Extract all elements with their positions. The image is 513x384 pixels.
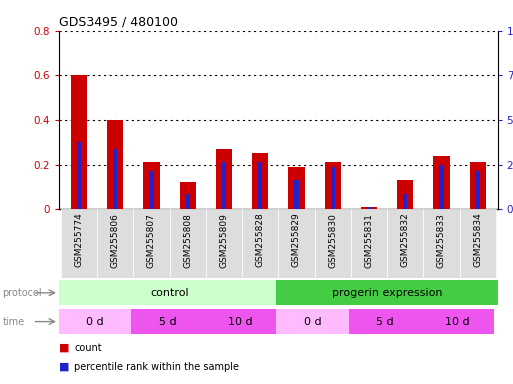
Bar bbox=[204, 309, 277, 334]
Bar bbox=[288, 167, 305, 209]
Bar bbox=[294, 180, 299, 209]
Bar bbox=[278, 209, 314, 278]
Bar bbox=[131, 309, 204, 334]
Text: count: count bbox=[74, 343, 102, 353]
Bar bbox=[351, 209, 387, 278]
Text: protocol: protocol bbox=[3, 288, 42, 298]
Bar bbox=[397, 180, 413, 209]
Bar bbox=[258, 162, 262, 209]
Bar bbox=[314, 209, 351, 278]
Bar bbox=[367, 207, 371, 209]
Text: GSM255828: GSM255828 bbox=[255, 213, 265, 268]
Text: GDS3495 / 480100: GDS3495 / 480100 bbox=[59, 15, 178, 28]
Bar bbox=[469, 162, 486, 209]
Text: ■: ■ bbox=[59, 343, 69, 353]
Bar bbox=[325, 162, 341, 209]
Bar bbox=[476, 171, 480, 209]
Bar bbox=[423, 209, 460, 278]
Bar bbox=[439, 165, 444, 209]
Bar bbox=[222, 162, 226, 209]
Bar bbox=[387, 209, 423, 278]
Text: GSM255806: GSM255806 bbox=[111, 213, 120, 268]
Text: GSM255830: GSM255830 bbox=[328, 213, 337, 268]
Bar bbox=[97, 209, 133, 278]
Text: 10 d: 10 d bbox=[445, 316, 470, 327]
Text: GSM255807: GSM255807 bbox=[147, 213, 156, 268]
Bar bbox=[71, 75, 87, 209]
Bar bbox=[277, 309, 349, 334]
Text: GSM255833: GSM255833 bbox=[437, 213, 446, 268]
Bar bbox=[61, 209, 97, 278]
Bar bbox=[170, 209, 206, 278]
Text: progerin expression: progerin expression bbox=[332, 288, 442, 298]
Bar bbox=[361, 207, 377, 209]
Bar bbox=[252, 154, 268, 209]
Text: GSM255832: GSM255832 bbox=[401, 213, 410, 268]
Text: time: time bbox=[3, 316, 25, 327]
Bar bbox=[149, 171, 153, 209]
Text: 5 d: 5 d bbox=[159, 316, 176, 327]
Bar bbox=[143, 162, 160, 209]
Text: GSM255834: GSM255834 bbox=[473, 213, 482, 268]
Bar bbox=[433, 156, 449, 209]
Text: GSM255774: GSM255774 bbox=[74, 213, 84, 268]
Bar bbox=[107, 120, 123, 209]
Text: GSM255809: GSM255809 bbox=[220, 213, 228, 268]
Bar bbox=[180, 182, 196, 209]
Bar bbox=[330, 167, 335, 209]
Bar bbox=[113, 149, 117, 209]
Text: GSM255829: GSM255829 bbox=[292, 213, 301, 268]
Text: control: control bbox=[150, 288, 189, 298]
Bar bbox=[422, 309, 494, 334]
Bar bbox=[403, 194, 407, 209]
Bar bbox=[242, 209, 278, 278]
Bar bbox=[77, 142, 81, 209]
Bar bbox=[59, 280, 277, 305]
Bar bbox=[277, 280, 498, 305]
Text: 0 d: 0 d bbox=[304, 316, 322, 327]
Text: 10 d: 10 d bbox=[228, 316, 252, 327]
Bar bbox=[216, 149, 232, 209]
Bar bbox=[133, 209, 170, 278]
Text: GSM255808: GSM255808 bbox=[183, 213, 192, 268]
Text: percentile rank within the sample: percentile rank within the sample bbox=[74, 362, 240, 372]
Bar bbox=[206, 209, 242, 278]
Text: ■: ■ bbox=[59, 362, 69, 372]
Bar bbox=[460, 209, 496, 278]
Bar bbox=[186, 194, 190, 209]
Bar bbox=[349, 309, 422, 334]
Text: 0 d: 0 d bbox=[86, 316, 104, 327]
Text: GSM255831: GSM255831 bbox=[364, 213, 373, 268]
Text: 5 d: 5 d bbox=[377, 316, 394, 327]
Bar bbox=[59, 309, 131, 334]
